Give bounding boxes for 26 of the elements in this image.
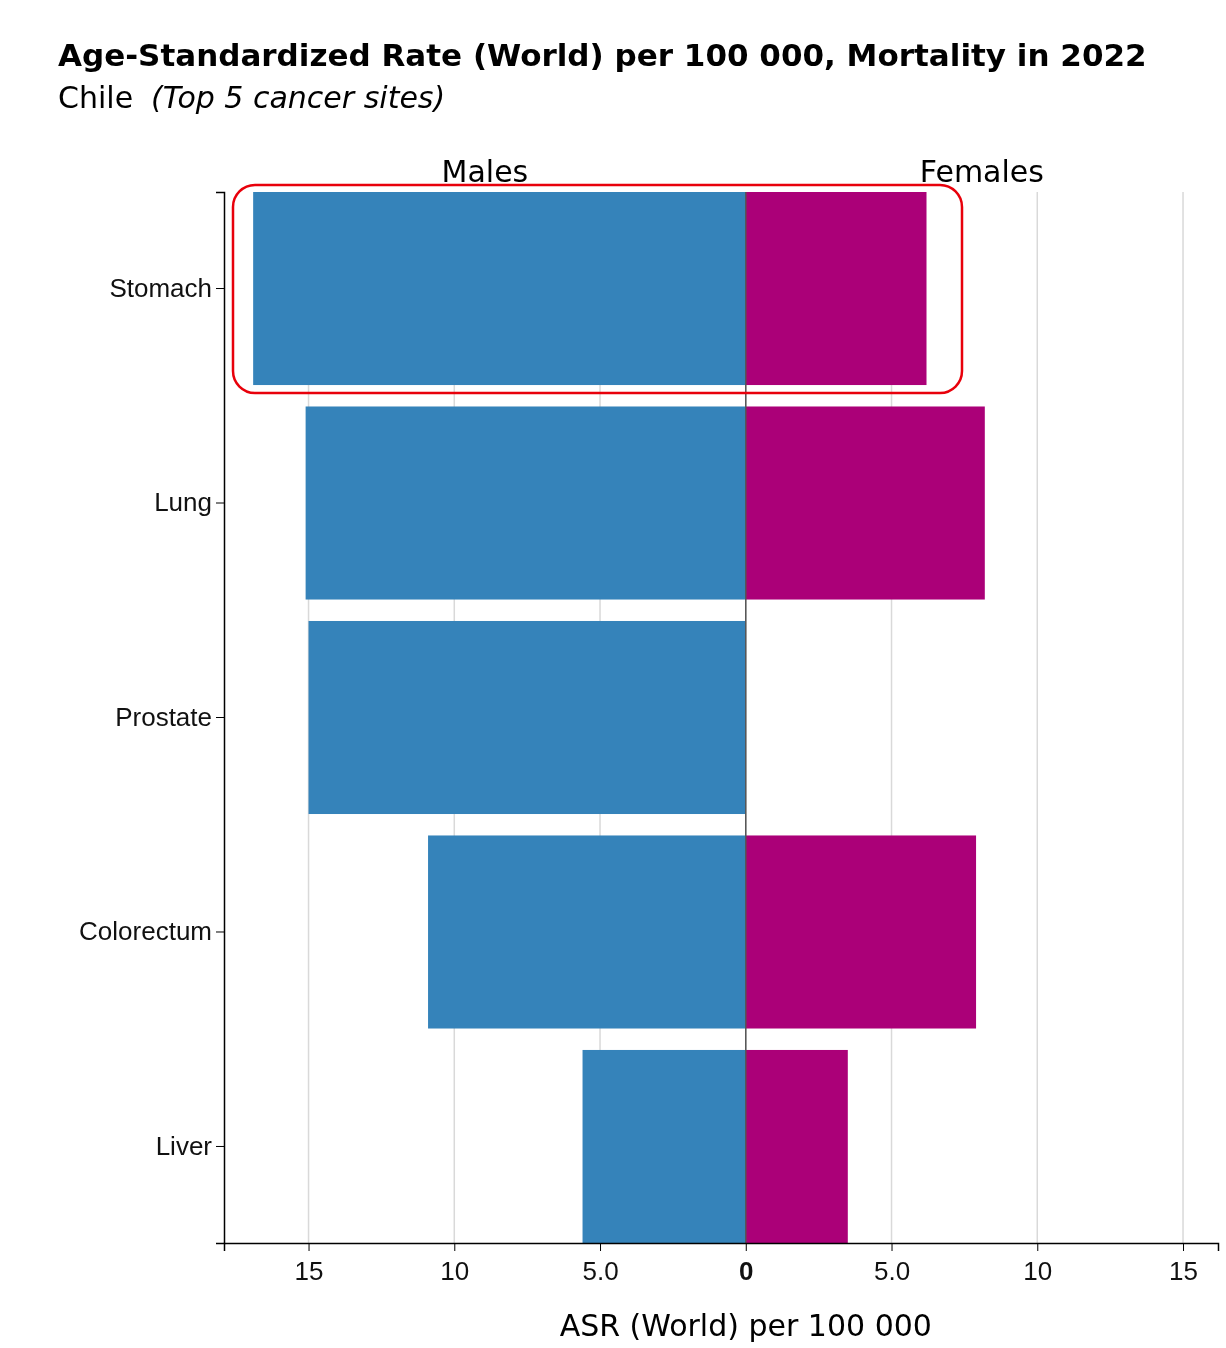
y-tick-label: Stomach bbox=[109, 272, 212, 303]
bar bbox=[745, 1049, 848, 1243]
bar bbox=[745, 835, 977, 1029]
chart-subtitle: Chile (Top 5 cancer sites) bbox=[58, 80, 446, 115]
bar bbox=[253, 192, 746, 386]
series-label: Males bbox=[441, 154, 529, 189]
x-tick-label: 15 bbox=[1169, 1256, 1198, 1286]
bar bbox=[745, 192, 927, 386]
y-tick-label: Prostate bbox=[115, 701, 212, 732]
y-tick-label: Colorectum bbox=[79, 916, 212, 947]
bar bbox=[308, 620, 746, 815]
bar bbox=[582, 1049, 746, 1243]
bar bbox=[305, 406, 746, 600]
x-tick-label: 10 bbox=[440, 1256, 470, 1286]
x-tick-label: 0 bbox=[739, 1256, 754, 1286]
x-tick-label: 5.0 bbox=[873, 1256, 911, 1286]
x-tick-label: 10 bbox=[1023, 1256, 1053, 1286]
chart-title: Age-Standardized Rate (World) per 100 000, Mortality in 2022 bbox=[58, 37, 1147, 73]
x-tick-label: 15 bbox=[294, 1256, 324, 1286]
y-tick-label: Lung bbox=[154, 487, 212, 518]
bar bbox=[745, 406, 985, 600]
x-tick-label: 5.0 bbox=[582, 1256, 619, 1286]
x-axis-title: ASR (World) per 100 000 bbox=[559, 1308, 932, 1343]
series-label: Females bbox=[919, 154, 1044, 189]
y-tick-label: Liver bbox=[155, 1130, 213, 1161]
bar bbox=[428, 835, 746, 1029]
